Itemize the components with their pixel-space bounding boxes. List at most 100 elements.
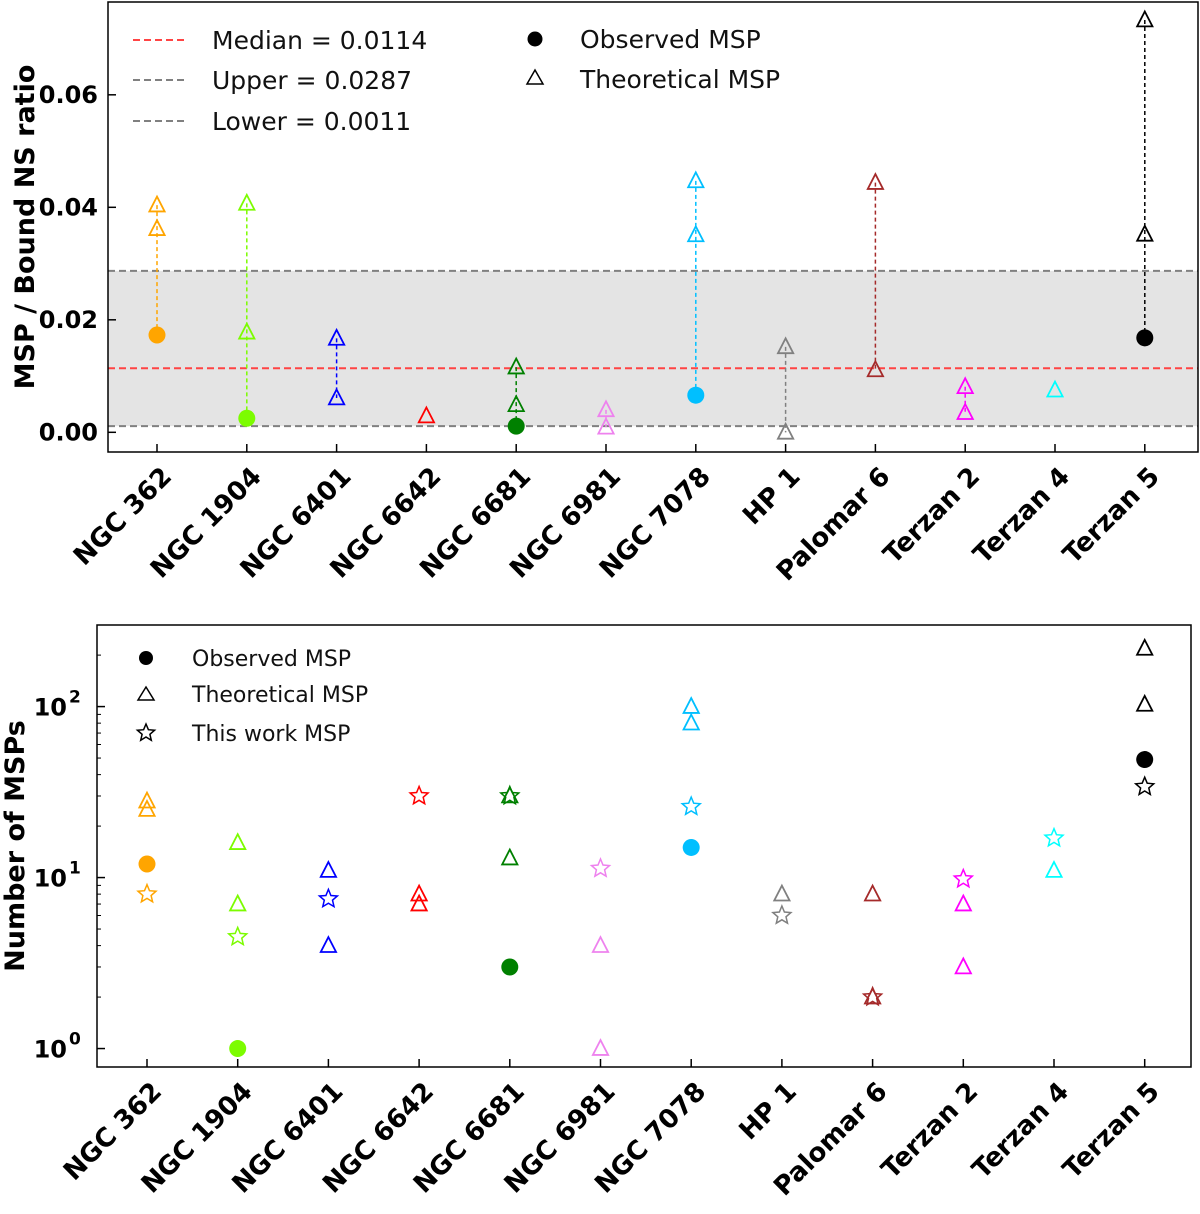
observed-marker-ngc-1904 [238, 409, 256, 427]
observed-marker-ngc-362 [148, 326, 166, 344]
theoretical-count-marker-ngc-6981 [591, 935, 610, 953]
y-tick-label: 10 [34, 694, 67, 722]
theoretical-count-marker-ngc-1904 [228, 832, 247, 850]
thiswork-count-marker-ngc-6981 [589, 857, 612, 878]
thiswork-count-marker-ngc-1904 [226, 925, 249, 947]
theoretical-count-marker-ngc-7078 [682, 712, 701, 731]
x-tick-label-terzan-4: Terzan 4 [967, 1077, 1075, 1185]
theoretical-marker-ngc-6401 [327, 327, 346, 346]
legend-observed-swatch [527, 31, 543, 47]
count-marks [136, 637, 1156, 1058]
theoretical-marker-ngc-7078 [686, 224, 705, 243]
ratio-legend: Median = 0.0114 Upper = 0.0287 Lower = 0… [133, 25, 780, 136]
theoretical-count-marker-ngc-6642 [409, 883, 429, 902]
theoretical-marker-ngc-362 [147, 194, 167, 213]
theoretical-count-marker-terzan-2 [954, 956, 973, 975]
observed-count-marker-ngc-362 [138, 855, 156, 873]
legend-observed-label: Observed MSP [580, 25, 761, 54]
theoretical-count-marker-ngc-6981 [591, 1038, 610, 1056]
theoretical-marker-ngc-6981 [596, 416, 616, 435]
thiswork-count-marker-terzan-2 [952, 867, 975, 889]
y-tick-exponent: 0 [69, 1030, 81, 1050]
y-tick-label: 10 [34, 1036, 67, 1064]
theoretical-count-marker-ngc-6681 [500, 785, 519, 804]
ratio-y-axis-label: MSP / Bound NS ratio [10, 65, 41, 390]
ratio-marks [147, 9, 1154, 440]
theoretical-count-marker-terzan-4 [1044, 860, 1064, 878]
legend-lower-label: Lower = 0.0011 [212, 107, 411, 136]
legend-observed-swatch-2 [139, 651, 153, 665]
theoretical-count-marker-ngc-362 [137, 799, 157, 817]
theoretical-count-marker-ngc-6401 [319, 860, 338, 878]
theoretical-marker-ngc-6642 [417, 405, 436, 424]
legend-median-label: Median = 0.0114 [212, 26, 427, 55]
theoretical-marker-terzan-2 [956, 376, 975, 395]
count-legend: Observed MSP Theoretical MSP This work M… [135, 647, 368, 747]
theoretical-marker-ngc-1904 [237, 192, 256, 211]
theoretical-marker-terzan-5 [1135, 9, 1154, 28]
theoretical-marker-ngc-7078 [686, 170, 705, 189]
thiswork-count-marker-terzan-5 [1133, 775, 1156, 796]
thiswork-count-marker-hp-1 [771, 904, 793, 925]
thiswork-count-marker-ngc-362 [136, 882, 158, 904]
observed-marker-ngc-6681 [507, 417, 525, 435]
theoretical-count-marker-ngc-1904 [228, 893, 247, 912]
theoretical-marker-ngc-6681 [507, 394, 526, 413]
theoretical-marker-ngc-6681 [507, 356, 526, 375]
thiswork-count-marker-ngc-6681 [498, 784, 521, 806]
ratio-plot-frame [107, 1, 1199, 453]
legend-observed-label-2: Observed MSP [192, 647, 351, 672]
observed-count-marker-ngc-7078 [682, 838, 700, 856]
x-tick-label-terzan-2: Terzan 2 [878, 462, 986, 570]
legend-thiswork-label: This work MSP [191, 722, 350, 747]
observed-count-marker-terzan-5 [1136, 751, 1154, 769]
theoretical-count-marker-terzan-5 [1135, 693, 1154, 712]
theoretical-count-marker-palomar-6 [863, 883, 882, 902]
observed-marker-ngc-7078 [687, 386, 705, 404]
theoretical-marker-terzan-2 [956, 402, 975, 420]
theoretical-marker-ngc-1904 [237, 321, 256, 340]
x-tick-label-hp-1: HP 1 [734, 1077, 803, 1146]
y-tick-label: 0.02 [39, 306, 98, 334]
interquartile-band [108, 270, 1198, 427]
theoretical-count-marker-palomar-6 [863, 986, 882, 1005]
legend-thiswork-swatch [135, 722, 157, 742]
thiswork-count-marker-palomar-6 [861, 985, 884, 1007]
legend-theoretical-label-2: Theoretical MSP [191, 683, 368, 708]
y-tick-label: 0.04 [39, 193, 98, 221]
observed-count-marker-ngc-6681 [501, 958, 519, 976]
legend-theoretical-swatch [525, 68, 545, 85]
x-tick-label-terzan-4: Terzan 4 [968, 462, 1076, 570]
y-tick-label: 10 [34, 865, 67, 893]
x-tick-label-terzan-5: Terzan 5 [1057, 1077, 1165, 1185]
observed-marker-terzan-5 [1136, 329, 1154, 347]
theoretical-marker-palomar-6 [866, 172, 885, 190]
theoretical-count-marker-ngc-6401 [319, 935, 338, 953]
theoretical-marker-ngc-6981 [596, 399, 616, 418]
theoretical-marker-hp-1 [776, 336, 795, 355]
x-tick-label-terzan-2: Terzan 2 [876, 1077, 984, 1185]
count-y-axis-label: Number of MSPs [0, 720, 31, 972]
legend-upper-label: Upper = 0.0287 [212, 66, 412, 95]
y-tick-exponent: 2 [69, 688, 81, 708]
legend-theoretical-label: Theoretical MSP [579, 65, 780, 94]
y-tick-exponent: 1 [69, 859, 81, 879]
thiswork-count-marker-ngc-6401 [317, 887, 340, 909]
theoretical-marker-terzan-4 [1045, 379, 1065, 398]
theoretical-marker-ngc-6401 [327, 387, 346, 406]
theoretical-count-marker-ngc-7078 [682, 696, 701, 714]
x-tick-label-hp-1: HP 1 [737, 462, 806, 531]
count-plot-frame [96, 624, 1192, 1068]
theoretical-count-marker-ngc-6642 [409, 893, 429, 912]
y-tick-label: 0.06 [39, 81, 98, 109]
x-tick-label-terzan-5: Terzan 5 [1058, 462, 1166, 570]
thiswork-count-marker-ngc-6642 [408, 784, 430, 806]
theoretical-marker-terzan-5 [1135, 223, 1154, 242]
theoretical-marker-ngc-362 [147, 218, 167, 236]
theoretical-count-marker-terzan-5 [1135, 637, 1154, 656]
legend-theoretical-swatch-2 [136, 685, 156, 701]
thiswork-count-marker-ngc-7078 [680, 795, 703, 816]
